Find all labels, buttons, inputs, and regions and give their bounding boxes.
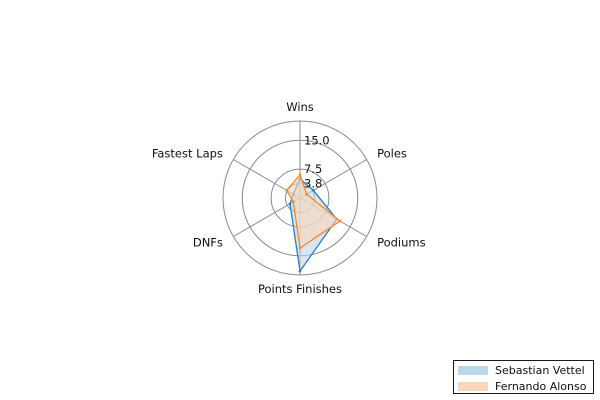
series-2-point-3 [338, 219, 342, 223]
legend-label-series-2: Fernando Alonso [495, 379, 587, 393]
axis-label-wins: Wins [286, 100, 314, 114]
series-2-point-1 [298, 173, 302, 177]
series-2-point-4 [298, 246, 302, 250]
series-2-point-5 [292, 200, 295, 204]
axis-label-dnfs: DNFs [193, 236, 223, 250]
series-2-point-6 [285, 189, 288, 192]
axis-label-poles: Poles [377, 147, 407, 161]
axis-labels: Wins Poles Podiums Points Finishes DNFs Faste… [152, 100, 426, 296]
radar-series [285, 173, 342, 273]
series-1-point-5 [288, 202, 292, 206]
series-1-point-2 [312, 189, 315, 192]
axis-label-points-finishes: Points Finishes [258, 282, 342, 296]
tick-label-2: 7.5 [304, 162, 322, 176]
series-2-point-2 [305, 192, 308, 196]
legend-item-series-1: Sebastian Vettel [458, 363, 585, 377]
legend-item-series-2: Fernando Alonso [458, 379, 586, 393]
legend-swatch-series-2 [458, 381, 488, 391]
legend-swatch-series-1 [458, 365, 488, 375]
tick-label-1: 3.8 [304, 176, 322, 190]
radial-ticks: 3.87.5 15.0 [304, 133, 330, 190]
legend: Sebastian Vettel Fernando Alonso [453, 360, 594, 394]
axis-label-podiums: Podiums [377, 236, 426, 250]
axis-label-fastest-laps: Fastest Laps [152, 147, 223, 161]
legend-label-series-1: Sebastian Vettel [495, 363, 585, 377]
tick-label-3: 15.0 [304, 133, 330, 147]
series-1-point-4 [298, 269, 302, 273]
